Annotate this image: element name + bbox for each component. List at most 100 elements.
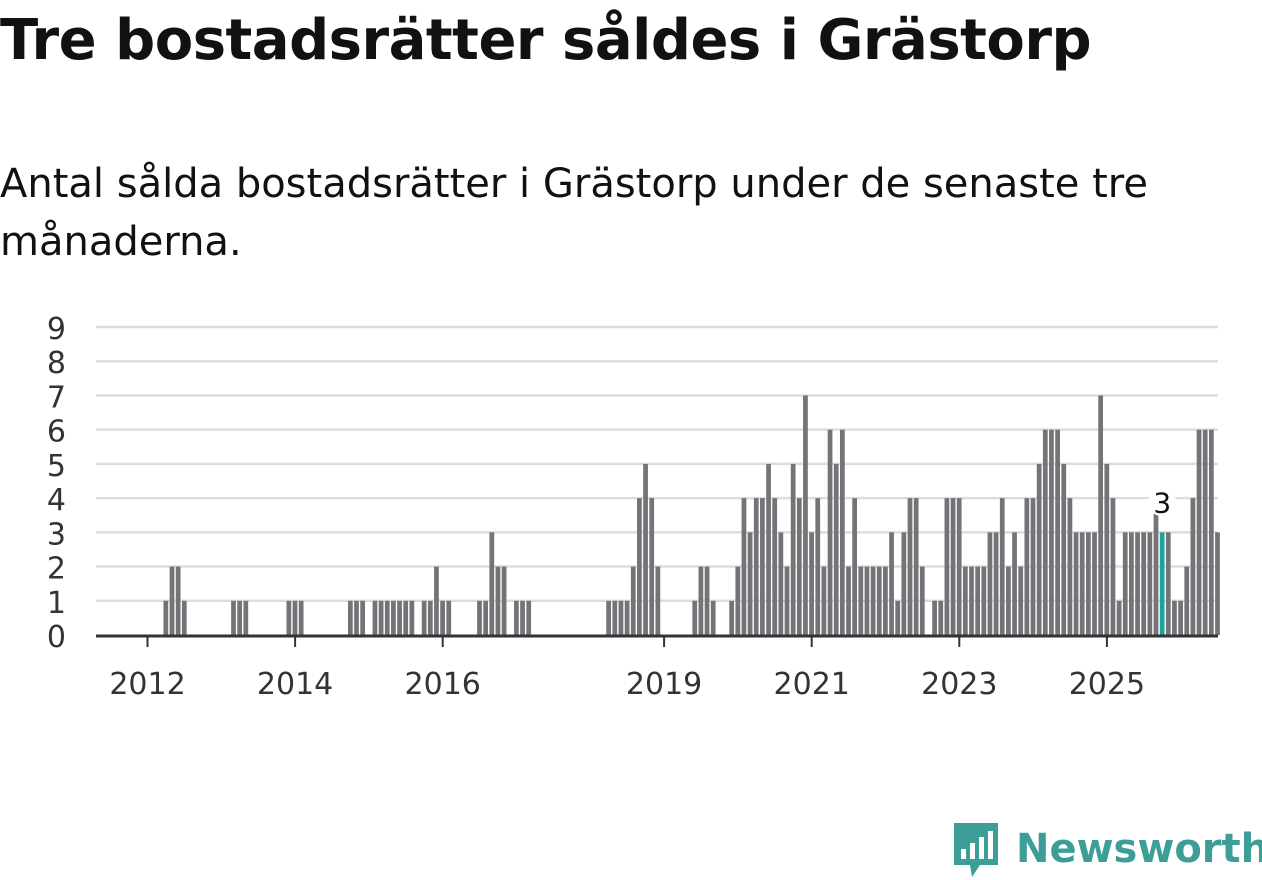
bar — [1184, 566, 1190, 635]
highlight-bar — [1159, 532, 1165, 635]
bar — [766, 463, 771, 635]
bar — [637, 498, 642, 635]
bar — [876, 566, 882, 635]
x-tick-label: 2016 — [405, 667, 481, 702]
bar — [938, 600, 944, 635]
bar — [643, 463, 648, 635]
bar — [821, 566, 827, 635]
bar — [1079, 532, 1085, 635]
bar — [698, 566, 704, 635]
bar — [446, 600, 452, 635]
bar — [760, 498, 765, 635]
bar — [384, 600, 390, 635]
bar — [483, 600, 489, 635]
bar — [501, 566, 507, 635]
bar — [987, 532, 993, 635]
bar — [919, 566, 925, 635]
bar — [1153, 498, 1159, 635]
bar — [347, 600, 353, 635]
bar — [1110, 498, 1116, 635]
bar — [630, 566, 636, 635]
bar — [409, 600, 415, 635]
bar — [298, 600, 304, 635]
bar — [1042, 429, 1048, 635]
bar — [993, 532, 999, 635]
bar — [975, 566, 981, 635]
x-tick-label: 2019 — [626, 667, 702, 702]
bar — [735, 566, 741, 635]
y-tick-label: 6 — [47, 415, 66, 450]
bar — [1098, 395, 1104, 635]
bar — [163, 600, 169, 635]
bar — [950, 498, 956, 635]
bar — [1073, 532, 1079, 635]
bar — [784, 566, 790, 635]
bar — [747, 532, 753, 635]
bar — [932, 600, 937, 635]
bar — [1190, 498, 1196, 635]
bar — [1049, 429, 1054, 635]
y-tick-label: 0 — [47, 620, 66, 655]
bar — [1018, 566, 1024, 635]
x-tick-label: 2021 — [774, 667, 850, 702]
x-tick-label: 2012 — [109, 667, 185, 702]
bar — [778, 532, 784, 635]
bar — [427, 600, 433, 635]
bar — [956, 498, 962, 635]
x-tick-label: 2023 — [921, 667, 997, 702]
bar — [1147, 532, 1153, 635]
bar — [692, 600, 698, 635]
highlight-label-bg — [1148, 488, 1177, 517]
bar — [741, 498, 747, 635]
bar — [809, 532, 814, 635]
bar — [839, 429, 845, 635]
bar — [864, 566, 870, 635]
bar — [1012, 532, 1017, 635]
bar — [772, 498, 778, 635]
y-tick-label: 5 — [47, 449, 66, 484]
bar — [704, 566, 710, 635]
bar — [1165, 532, 1171, 635]
bar — [999, 498, 1005, 635]
x-tick-label: 2014 — [257, 667, 333, 702]
bar — [624, 600, 630, 635]
y-tick-label: 4 — [47, 483, 66, 518]
bar — [1024, 498, 1030, 635]
bar — [378, 600, 384, 635]
bar — [649, 498, 655, 635]
bar — [962, 566, 968, 635]
y-tick-label: 7 — [47, 380, 66, 415]
bar — [883, 566, 888, 635]
brand-name: Newsworthy — [1016, 826, 1262, 872]
bar — [514, 600, 519, 635]
bar — [372, 600, 378, 635]
bar — [753, 498, 759, 635]
bar — [1135, 532, 1140, 635]
bar — [846, 566, 851, 635]
bar — [1085, 532, 1091, 635]
bar — [655, 566, 661, 635]
bar — [827, 429, 833, 635]
bar — [1104, 463, 1110, 635]
bar — [440, 600, 445, 635]
bar — [1129, 532, 1134, 635]
bar — [286, 600, 292, 635]
bar — [710, 600, 716, 635]
x-tick-label: 2025 — [1069, 667, 1145, 702]
bar — [944, 498, 950, 635]
y-tick-label: 8 — [47, 346, 66, 381]
bar — [477, 600, 482, 635]
bar — [618, 600, 624, 635]
chart-subtitle: Antal sålda bostadsrätter i Grästorp und… — [0, 161, 1148, 265]
bar — [833, 463, 839, 635]
bar — [907, 498, 913, 635]
bar — [790, 463, 796, 635]
bar — [858, 566, 864, 635]
bar — [495, 566, 501, 635]
bar — [1006, 566, 1011, 635]
bar — [1178, 600, 1183, 635]
bar — [981, 566, 987, 635]
bar — [354, 600, 359, 635]
bar — [403, 600, 409, 635]
